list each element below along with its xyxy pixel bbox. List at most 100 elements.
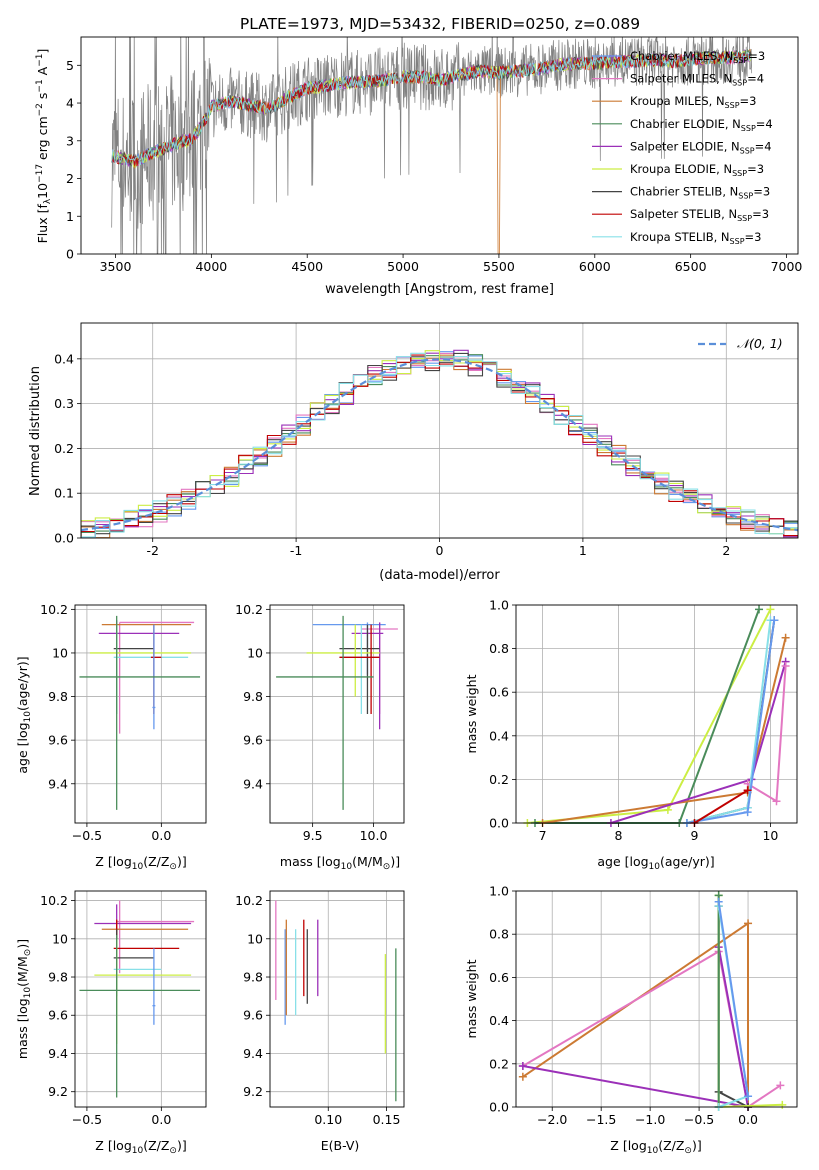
weight-point-marker bbox=[663, 805, 672, 814]
weight-series-line bbox=[522, 947, 750, 1109]
y-label-part: A bbox=[35, 66, 50, 79]
legend-sub: SSP bbox=[737, 214, 752, 223]
legend-name: Salpeter STELIB, N bbox=[630, 207, 737, 221]
y-tick-label: 9.4 bbox=[243, 1046, 263, 1061]
legend-sub: SSP bbox=[733, 56, 748, 65]
x-tick-label: 0.0 bbox=[151, 1112, 171, 1127]
y-tick-label: 0.6 bbox=[489, 685, 509, 700]
y-label-part: 10 bbox=[35, 183, 50, 199]
legend-entry: Salpeter STELIB, NSSP=3 bbox=[630, 207, 769, 223]
x-tick-label: 0.0 bbox=[738, 1112, 758, 1127]
axis-label-part: age [log bbox=[15, 722, 30, 773]
axis-label-sub: 10 bbox=[647, 1146, 659, 1156]
x-tick-label: −0.5 bbox=[72, 1112, 102, 1127]
axes-frame bbox=[269, 890, 405, 1108]
axis-label-part: )] bbox=[15, 939, 30, 949]
x-tick-label: 10 bbox=[762, 828, 778, 843]
axis-label-part: mass [log bbox=[15, 998, 30, 1059]
legend-sub: SSP bbox=[732, 169, 747, 178]
y-tick-label: 0.8 bbox=[489, 641, 509, 656]
y-tick-label: 10 bbox=[52, 645, 68, 660]
axes-frame bbox=[74, 890, 207, 1108]
legend-name: Chabrier MILES, N bbox=[630, 49, 733, 63]
axis-label-part: (Z/Z bbox=[143, 854, 169, 869]
y-axis-label: Flux [fλ10−17 erg cm−2 s−1 A−1] bbox=[35, 49, 53, 244]
y-axis-label: mass weight bbox=[464, 674, 479, 753]
weight-point-marker bbox=[755, 605, 764, 614]
x-tick-label: 6500 bbox=[675, 259, 707, 274]
y-tick-label: 2 bbox=[66, 171, 74, 186]
axis-label-sub: 10 bbox=[23, 987, 33, 999]
y-tick-label: 3 bbox=[66, 133, 74, 148]
figure-title: PLATE=1973, MJD=53432, FIBERID=0250, z=0… bbox=[240, 15, 640, 33]
y-tick-label: 9.8 bbox=[48, 689, 68, 704]
y-tick-label: 9.2 bbox=[243, 1084, 263, 1099]
x-tick-label: −2.0 bbox=[537, 1112, 567, 1127]
histogram-step-line bbox=[81, 352, 798, 538]
axis-label-part: (age/yr)] bbox=[15, 656, 30, 711]
x-tick-label: 0.15 bbox=[373, 1112, 401, 1127]
axis-label-sub: ⊙ bbox=[684, 1146, 692, 1156]
axis-label-sub: ⊙ bbox=[23, 949, 33, 957]
y-tick-label: 0.2 bbox=[489, 772, 509, 787]
y-tick-label: 0.1 bbox=[54, 486, 74, 501]
y-tick-label: 0.0 bbox=[489, 816, 509, 831]
x-tick-label: 0.0 bbox=[151, 828, 171, 843]
legend-entry: Salpeter MILES, NSSP=4 bbox=[630, 72, 764, 88]
legend-sub: SSP bbox=[725, 101, 740, 110]
y-tick-label: 10.2 bbox=[235, 602, 263, 617]
y-tick-label: 9.8 bbox=[243, 689, 263, 704]
y-tick-label: 0.6 bbox=[489, 970, 509, 985]
legend-tail: =3 bbox=[745, 230, 762, 244]
weight-point-marker bbox=[744, 1092, 753, 1101]
x-tick-label: −1.0 bbox=[635, 1112, 665, 1127]
x-tick-label: 5000 bbox=[387, 259, 419, 274]
weight-series-line bbox=[535, 609, 760, 824]
axis-label-sub: ⊙ bbox=[169, 862, 177, 872]
y-tick-label: 9.4 bbox=[48, 1046, 68, 1061]
axis-label-part: (M/M bbox=[352, 854, 383, 869]
grid-lines bbox=[75, 605, 206, 823]
axis-label-part: )] bbox=[177, 1138, 187, 1153]
weight-point-marker bbox=[770, 616, 779, 625]
y-tick-label: 9.6 bbox=[48, 1008, 68, 1023]
panel-residuals: -2 -1 0 1 2 0.0 0.1 0.2 0.3 0.4 𝒩(0, 1) (data-model… bbox=[28, 322, 799, 583]
axis-label-part: )] bbox=[390, 854, 400, 869]
model-fit-line bbox=[111, 50, 752, 166]
y-label-part: erg cm bbox=[35, 116, 50, 164]
axis-label-part: (M/M bbox=[15, 956, 30, 987]
axes-frame bbox=[269, 604, 405, 824]
legend-name: Kroupa ELODIE, N bbox=[630, 162, 732, 176]
y-tick-label: 10 bbox=[247, 645, 263, 660]
weight-point-marker bbox=[781, 662, 790, 671]
legend-tail: =3 bbox=[752, 207, 769, 221]
x-tick-label: 7 bbox=[539, 828, 547, 843]
weight-point-marker bbox=[744, 919, 753, 928]
axis-label-part: mass [log bbox=[280, 854, 341, 869]
y-tick-label: 9.4 bbox=[48, 776, 68, 791]
x-tick-label: 0.10 bbox=[314, 1112, 342, 1127]
y-tick-label: 0.4 bbox=[54, 351, 74, 366]
axis-label-part: age [log bbox=[597, 854, 648, 869]
y-tick-label: 10.2 bbox=[40, 602, 68, 617]
y-tick-label: 0.0 bbox=[54, 531, 74, 546]
x-tick-label: 6000 bbox=[579, 259, 611, 274]
y-tick-label: 1.0 bbox=[489, 884, 509, 899]
legend-entry: Kroupa STELIB, NSSP=3 bbox=[630, 230, 761, 246]
weight-point-marker bbox=[743, 786, 752, 795]
axis-label-part: )] bbox=[692, 1138, 702, 1153]
y-label-exp: −1 bbox=[35, 79, 45, 92]
x-tick-label: 8 bbox=[615, 828, 623, 843]
legend-entry: 𝒩(0, 1) bbox=[737, 336, 783, 351]
y-axis-label: Normed distribution bbox=[28, 366, 43, 496]
y-tick-label: 0.2 bbox=[489, 1056, 509, 1071]
axes-frame bbox=[74, 604, 207, 824]
x-tick-label: 4500 bbox=[291, 259, 323, 274]
y-label-sub: λ bbox=[43, 198, 53, 204]
y-tick-label: 10.2 bbox=[40, 893, 68, 908]
legend-sub: SSP bbox=[740, 146, 755, 155]
legend-tail: =4 bbox=[747, 72, 764, 86]
y-tick-label: 0 bbox=[66, 247, 74, 262]
y-tick-label: 9.6 bbox=[48, 733, 68, 748]
